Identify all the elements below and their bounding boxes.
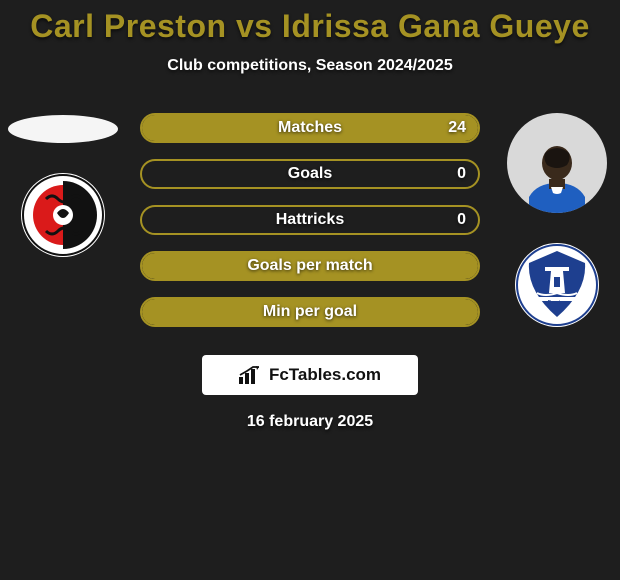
chart-icon <box>239 366 261 384</box>
bar-fill <box>142 253 478 279</box>
left-player-column <box>8 113 118 257</box>
bar-label: Hattricks <box>142 211 478 229</box>
left-club-badge <box>21 173 105 257</box>
bournemouth-badge-icon <box>21 173 105 257</box>
stat-bar: Matches24 <box>140 113 480 143</box>
attribution-text: FcTables.com <box>269 365 381 385</box>
bar-fill <box>142 299 478 325</box>
bar-label: Goals <box>142 165 478 183</box>
compare-area: Everton Matches24Goals0Hattricks0Goals p… <box>0 113 620 327</box>
left-player-photo <box>8 115 118 143</box>
stat-bar: Hattricks0 <box>140 205 480 235</box>
player-silhouette-icon <box>527 143 587 213</box>
right-player-column: Everton <box>502 113 612 327</box>
stat-bar-list: Matches24Goals0Hattricks0Goals per match… <box>140 113 480 327</box>
page-title: Carl Preston vs Idrissa Gana Gueye <box>0 0 620 45</box>
bar-value-right: 0 <box>457 165 466 183</box>
stat-bar: Goals0 <box>140 159 480 189</box>
right-club-badge: Everton <box>515 243 599 327</box>
attribution-badge: FcTables.com <box>202 355 418 395</box>
subtitle: Club competitions, Season 2024/2025 <box>0 57 620 75</box>
bar-fill <box>142 115 478 141</box>
svg-text:Everton: Everton <box>548 300 567 306</box>
stat-bar: Goals per match <box>140 251 480 281</box>
stat-bar: Min per goal <box>140 297 480 327</box>
everton-badge-icon: Everton <box>515 243 599 327</box>
snapshot-date: 16 february 2025 <box>0 413 620 431</box>
bar-value-right: 0 <box>457 211 466 229</box>
right-player-photo <box>507 113 607 213</box>
